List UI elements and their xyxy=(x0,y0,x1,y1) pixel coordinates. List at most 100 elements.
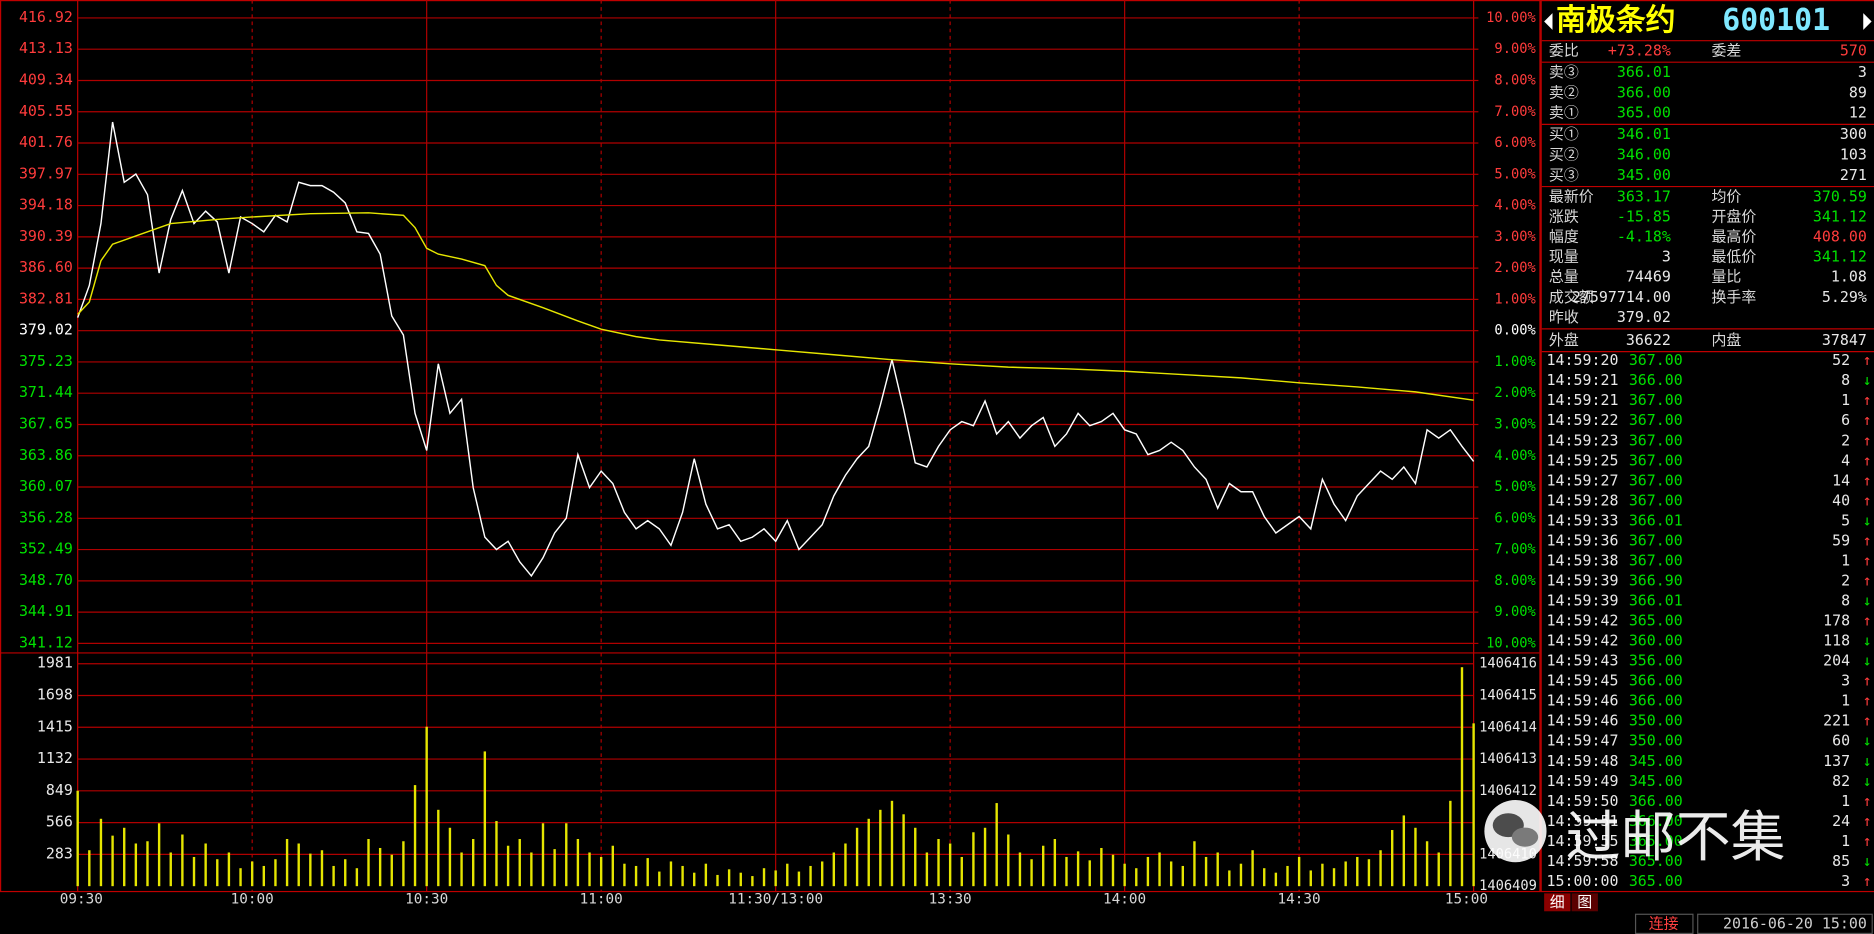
y2-tick-label: 0.00% xyxy=(1494,323,1536,339)
volume-bar xyxy=(844,843,847,887)
volume-bar xyxy=(146,841,149,887)
trade-time: 14:59:51 xyxy=(1547,812,1619,830)
volume-bar xyxy=(1332,868,1336,887)
volume-bar xyxy=(413,785,417,887)
trade-direction: ↑ xyxy=(1863,832,1872,850)
status-box xyxy=(1634,913,1694,934)
tab-label[interactable]: 图 xyxy=(1577,893,1592,911)
field-value: +73.28% xyxy=(1608,41,1671,59)
trade-time: 14:59:39 xyxy=(1547,592,1619,610)
volume-bar xyxy=(1228,870,1231,887)
volume-bar xyxy=(1274,872,1278,887)
volume-bar xyxy=(216,859,219,887)
volume-bar xyxy=(1216,852,1219,887)
trade-time: 14:59:58 xyxy=(1547,852,1619,870)
volume-bar xyxy=(588,852,591,887)
trade-direction: ↓ xyxy=(1863,772,1872,790)
trade-price: 366.00 xyxy=(1629,371,1683,389)
field-value: -15.85 xyxy=(1617,207,1671,225)
y-tick-label: 367.65 xyxy=(19,414,73,432)
tab[interactable] xyxy=(1571,893,1598,912)
trade-price: 367.00 xyxy=(1629,451,1683,469)
volume-bar xyxy=(448,827,452,887)
trade-price: 366.00 xyxy=(1629,672,1683,690)
volume-bar xyxy=(809,865,812,887)
trade-price: 365.00 xyxy=(1629,852,1683,870)
volume-bar xyxy=(669,861,673,887)
volume-bar xyxy=(890,800,894,887)
y2-tick-label: 2.00% xyxy=(1494,260,1536,276)
trade-direction: ↑ xyxy=(1863,792,1872,810)
trade-direction: ↑ xyxy=(1863,712,1872,730)
volume-bar xyxy=(693,872,696,887)
y-tick-label: 341.12 xyxy=(19,633,73,651)
volume-bar xyxy=(902,814,905,887)
y2-tick-label: 4.00% xyxy=(1494,198,1536,214)
trade-direction: ↓ xyxy=(1863,852,1872,870)
volume-bar xyxy=(320,850,324,887)
tab-label[interactable]: 细 xyxy=(1550,893,1565,911)
y2-tick-label: 5.00% xyxy=(1494,166,1536,182)
volume-bar xyxy=(925,852,929,887)
field-value: 27597714.00 xyxy=(1572,288,1671,306)
volume-bar xyxy=(483,751,487,887)
volume-bar xyxy=(134,843,138,887)
field-value: 37847 xyxy=(1822,331,1867,349)
volume-bar xyxy=(541,823,545,887)
book-label: 买③ xyxy=(1549,166,1579,184)
volume-bar xyxy=(855,827,859,887)
tab[interactable] xyxy=(1544,893,1571,912)
trade-time: 14:59:42 xyxy=(1547,612,1619,630)
book-price: 346.00 xyxy=(1617,145,1671,163)
volume-bar xyxy=(262,865,266,887)
stock-code: 600101 xyxy=(1722,3,1830,38)
trade-price: 366.00 xyxy=(1629,792,1683,810)
y-tick-label: 363.86 xyxy=(19,446,73,464)
volume-bar xyxy=(1146,856,1150,887)
volume-bar xyxy=(76,790,79,887)
volume-bar xyxy=(99,818,103,887)
book-price: 345.00 xyxy=(1617,166,1671,184)
field-value: 363.17 xyxy=(1617,187,1671,205)
trade-price: 367.00 xyxy=(1629,531,1683,549)
volume-bar xyxy=(472,839,475,887)
datetime: 2016-06-20 15:00 xyxy=(1723,914,1867,932)
trade-volume: 1 xyxy=(1841,692,1850,710)
volume-bar xyxy=(832,852,836,887)
trade-price: 366.00 xyxy=(1629,812,1683,830)
chart-border xyxy=(0,0,1541,893)
y-tick-label: 1981 xyxy=(37,654,73,672)
volume-bar xyxy=(367,839,370,887)
y2-tick-label: 1.00% xyxy=(1494,354,1536,370)
x-tick-label: 10:30 xyxy=(405,891,448,907)
y2-tick-label: 10.00% xyxy=(1486,10,1536,26)
trade-volume: 8 xyxy=(1841,371,1850,389)
volume-bar xyxy=(739,872,742,887)
trade-direction: ↑ xyxy=(1863,491,1872,509)
volume-bar xyxy=(972,832,975,887)
field-value: 370.59 xyxy=(1813,187,1867,205)
trade-volume: 1 xyxy=(1841,832,1850,850)
trade-price: 366.01 xyxy=(1629,511,1683,529)
trade-volume: 24 xyxy=(1832,812,1850,830)
field-label: 内盘 xyxy=(1711,331,1741,349)
y-tick-label: 1698 xyxy=(37,685,73,703)
trade-volume: 178 xyxy=(1823,612,1850,630)
volume-bar xyxy=(1158,852,1161,887)
trade-time: 14:59:43 xyxy=(1547,652,1619,670)
volume-bar xyxy=(1390,830,1394,887)
volume-bar xyxy=(1449,800,1452,887)
volume-bar xyxy=(774,870,777,887)
arrow-icon xyxy=(1863,13,1872,30)
y-tick-label: 394.18 xyxy=(19,196,73,214)
trade-price: 367.00 xyxy=(1629,431,1683,449)
field-label: 换手率 xyxy=(1711,288,1756,306)
volume-bar xyxy=(1251,850,1254,887)
volume-bar xyxy=(1239,863,1243,887)
trade-time: 14:59:48 xyxy=(1547,752,1619,770)
trade-price: 367.00 xyxy=(1629,351,1683,369)
datetime-box xyxy=(1697,913,1873,934)
volume-bar xyxy=(646,858,649,887)
volume-bar xyxy=(181,834,184,887)
